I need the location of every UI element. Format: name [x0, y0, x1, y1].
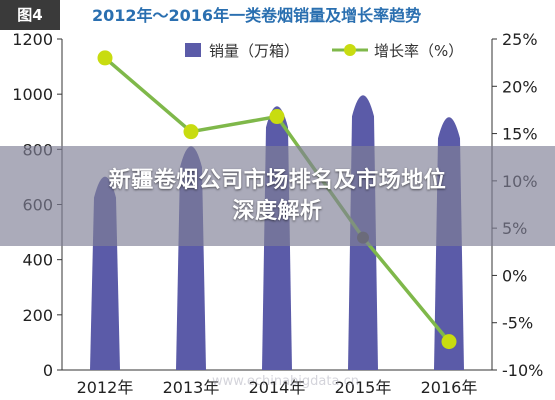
legend-label-bar: 销量（万箱） — [209, 42, 299, 60]
growth-rate-point — [441, 334, 457, 350]
right-tick-label: 25% — [502, 30, 538, 49]
left-tick-label: 0 — [43, 361, 53, 380]
title-banner: 新疆卷烟公司市场排名及市场地位 深度解析 — [0, 146, 555, 246]
figure-label-box — [0, 0, 60, 30]
chart-title: 2012年～2016年一类卷烟销量及增长率趋势 — [92, 6, 421, 25]
left-tick-label: 200 — [22, 306, 53, 325]
right-tick-label: -5% — [502, 314, 533, 333]
banner-line-1: 新疆卷烟公司市场排名及市场地位 — [108, 168, 447, 193]
right-tick-label: 15% — [502, 125, 538, 144]
x-tick-label: 2015年 — [335, 378, 392, 397]
legend-label-line: 增长率（%） — [374, 42, 463, 60]
growth-rate-point — [269, 109, 285, 125]
x-tick-label: 2012年 — [77, 378, 134, 397]
legend-swatch-marker — [344, 44, 356, 56]
figure-label: 图4 — [17, 6, 42, 24]
growth-rate-point — [97, 50, 113, 66]
left-tick-label: 400 — [22, 251, 53, 270]
x-tick-label: 2013年 — [163, 378, 220, 397]
x-tick-label: 2014年 — [249, 378, 306, 397]
right-tick-label: 20% — [502, 77, 538, 96]
watermark-text: www.echinabigdata.cn — [212, 374, 359, 389]
right-tick-label: -10% — [502, 361, 543, 380]
left-tick-label: 1000 — [12, 85, 53, 104]
legend-swatch-bar — [185, 43, 201, 57]
x-tick-label: 2016年 — [421, 378, 478, 397]
growth-rate-point — [183, 124, 199, 140]
right-tick-label: 0% — [502, 266, 527, 285]
banner-line-2: 深度解析 — [232, 199, 323, 224]
left-tick-label: 1200 — [12, 30, 53, 49]
